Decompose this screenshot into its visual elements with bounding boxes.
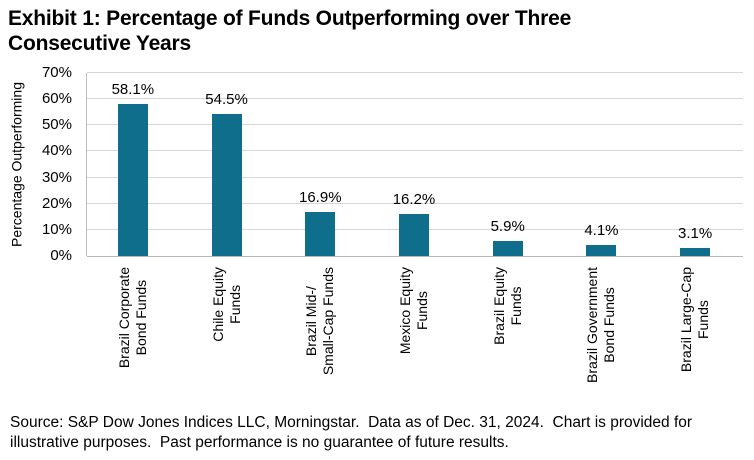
y-tick-label: 30% — [41, 168, 72, 186]
x-category-label: Brazil Equity Funds — [491, 267, 525, 417]
y-tick-label: 10% — [41, 220, 72, 238]
y-tick-label: 20% — [41, 194, 72, 212]
source-note-line2: illustrative purposes. Past performance … — [10, 434, 509, 451]
x-category-label-line: Mexico Equity — [397, 267, 413, 355]
y-tick-label: 50% — [41, 116, 72, 134]
y-tick-label: 60% — [41, 90, 72, 108]
x-category-label-line: Funds — [226, 284, 243, 324]
x-category-label-line: Brazil Government — [584, 267, 601, 383]
x-category-label: Mexico Equity Funds — [397, 267, 431, 417]
x-category-label: Chile Equity Funds — [210, 267, 244, 417]
x-category-label: Brazil Large-Cap Funds — [678, 267, 712, 417]
y-tick-label: 0% — [50, 247, 72, 264]
y-axis-title: Percentage Outperforming — [8, 82, 25, 247]
x-category-label-text: Chile Equity Funds — [210, 267, 244, 342]
y-tick-label: 40% — [41, 142, 72, 160]
gridline — [87, 202, 743, 204]
bar — [117, 104, 148, 256]
chart-title-line2: Consecutive Years — [8, 32, 191, 55]
x-category-label-line: Chile Equity — [209, 267, 226, 342]
bar — [305, 212, 336, 256]
x-category-label: Brazil Mid-/Small-Cap Funds — [303, 267, 337, 417]
bar — [211, 114, 242, 256]
x-category-label-text: Brazil Equity Funds — [491, 267, 525, 345]
bar — [399, 214, 429, 256]
x-category-label-line: Small-Cap Funds — [320, 267, 337, 376]
x-category-label-line: Brazil Mid-/ — [303, 286, 320, 357]
x-category-label-text: Brazil Government Bond Funds — [584, 267, 618, 383]
bar — [680, 248, 711, 256]
x-category-label-line: Funds — [414, 291, 430, 331]
bar-value-label: 3.1% — [678, 225, 713, 242]
x-category-label-line: Funds — [695, 300, 712, 339]
x-category-label-line: Brazil Equity — [490, 267, 507, 345]
x-category-label-text: Brazil Mid-/Small-Cap Funds — [303, 267, 337, 375]
bar-value-label: 5.9% — [490, 218, 525, 235]
x-category-label-text: Mexico Equity Funds — [397, 267, 431, 354]
bar-value-label: 54.5% — [205, 91, 248, 108]
gridline — [87, 124, 743, 126]
y-tick-label: 70% — [41, 64, 72, 81]
x-category-label-text: Brazil Large-Cap Funds — [678, 267, 712, 372]
x-axis-line — [87, 256, 743, 257]
bar-value-label: 4.1% — [584, 222, 619, 239]
bar — [492, 241, 523, 256]
gridline — [87, 98, 743, 100]
x-category-label-line: Bond Funds — [132, 279, 149, 356]
chart-title: Exhibit 1: Percentage of Funds Outperfor… — [8, 6, 571, 56]
x-category-label-line: Bond Funds — [601, 287, 618, 363]
x-category-label-line: Brazil Corporate — [115, 267, 132, 369]
chart-title-line1: Exhibit 1: Percentage of Funds Outperfor… — [8, 7, 572, 30]
source-note: Source: S&P Dow Jones Indices LLC, Morni… — [10, 413, 692, 453]
x-category-label: Brazil Corporate Bond Funds — [116, 267, 150, 417]
x-category-label: Brazil Government Bond Funds — [584, 267, 618, 417]
gridline — [87, 176, 743, 178]
bar — [586, 245, 617, 256]
gridline — [87, 150, 743, 152]
gridline — [87, 72, 743, 73]
source-note-line1: Source: S&P Dow Jones Indices LLC, Morni… — [10, 414, 693, 431]
bar-value-label: 16.9% — [299, 189, 342, 206]
x-category-label-line: Brazil Large-Cap — [678, 267, 695, 373]
bar-value-label: 58.1% — [111, 81, 155, 98]
x-category-label-line: Funds — [507, 286, 524, 326]
bar-value-label: 16.2% — [392, 191, 436, 208]
x-category-label-text: Brazil Corporate Bond Funds — [116, 267, 150, 368]
